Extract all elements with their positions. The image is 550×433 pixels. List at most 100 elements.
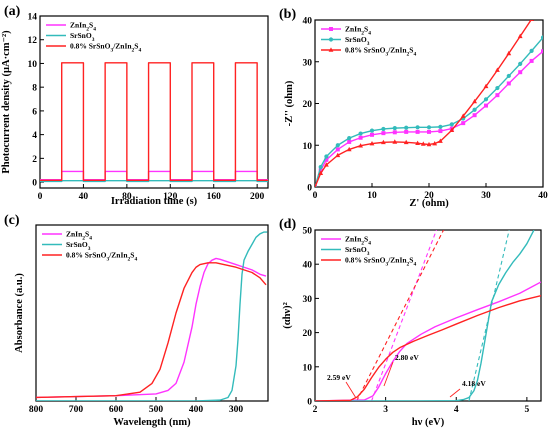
subscript: 4 xyxy=(413,52,416,58)
data-point xyxy=(403,139,409,145)
subscript: 3 xyxy=(385,52,388,58)
y-tick-label: 0 xyxy=(32,179,37,189)
label-part: S xyxy=(409,256,413,265)
label-part: S xyxy=(364,235,368,244)
x-tick-label: 20 xyxy=(424,191,434,201)
data-point xyxy=(432,140,438,146)
data-point xyxy=(315,184,317,187)
x-tick-label: 3 xyxy=(383,405,388,415)
subscript: 4 xyxy=(413,262,416,268)
data-point xyxy=(529,20,534,21)
data-point xyxy=(483,83,489,89)
plot-area xyxy=(40,62,268,183)
x-tick-label: 10 xyxy=(367,191,377,201)
subscript: 3 xyxy=(367,41,370,47)
data-point xyxy=(335,143,340,148)
label-part: SrSnO xyxy=(345,35,367,44)
label-part: /ZnIn xyxy=(108,251,128,260)
panel-b: (b) 0 10 20 30 40 0 10 20 30 40 Z' (ohm) -Z'' (ohm) Z… xyxy=(279,7,548,209)
x-tick-label: 800 xyxy=(29,405,44,415)
data-point xyxy=(495,85,500,91)
x-tick-label: 80 xyxy=(122,192,132,202)
data-point xyxy=(318,168,323,173)
series-line xyxy=(36,262,267,399)
data-point xyxy=(335,147,340,152)
series-line xyxy=(36,257,267,399)
plot-area xyxy=(315,230,541,401)
data-point xyxy=(370,132,374,137)
tangent-line xyxy=(370,230,437,401)
subscript: 4 xyxy=(89,236,92,242)
data-point xyxy=(392,139,398,144)
data-point xyxy=(427,129,431,134)
data-point xyxy=(318,170,324,176)
tangent-line xyxy=(356,230,445,401)
subscript: 4 xyxy=(93,27,96,33)
data-point xyxy=(449,127,455,133)
x-tick-label: 120 xyxy=(163,192,178,202)
annotation-arrow xyxy=(345,381,357,399)
series-line xyxy=(315,20,532,187)
x-tick-label: 0 xyxy=(38,192,43,202)
subscript: 2 xyxy=(407,262,410,268)
x-axis-label: Z' (ohm) xyxy=(409,198,449,209)
subscript: 4 xyxy=(368,31,371,37)
x-tick-label: 700 xyxy=(69,405,84,415)
data-point xyxy=(541,49,543,54)
x-tick-label: 400 xyxy=(189,405,204,415)
data-point xyxy=(404,125,409,130)
data-point xyxy=(358,143,363,148)
legend-label: SrSnO3 xyxy=(66,240,91,252)
data-point xyxy=(381,126,386,132)
label-part: 0.8% SrSnO xyxy=(70,42,111,51)
y-axis-label: -Z'' (ohm) xyxy=(284,80,295,126)
y-tick-label: 0 xyxy=(307,184,312,194)
data-point xyxy=(347,139,352,144)
data-point xyxy=(518,70,523,75)
label-part: S xyxy=(89,21,93,30)
subscript: 3 xyxy=(367,251,370,257)
data-point xyxy=(460,113,466,118)
y-tick-label: 2 xyxy=(32,155,37,165)
y-tick-label: 50 xyxy=(303,227,313,237)
subscript: 2 xyxy=(128,257,131,263)
data-point xyxy=(415,140,420,145)
series-line xyxy=(315,294,541,401)
x-tick-label: 500 xyxy=(149,405,164,415)
label-part: SrSnO xyxy=(345,245,367,254)
x-tick-label: 40 xyxy=(538,191,548,201)
legend-label: 0.8% SrSnO3/ZnIn2S4 xyxy=(66,251,137,263)
x-tick-label: 5 xyxy=(525,405,530,415)
subscript: 2 xyxy=(361,31,364,37)
x-tick-label: 2 xyxy=(313,405,318,415)
x-tick-label: 600 xyxy=(109,405,124,415)
y-tick-label: 20 xyxy=(303,100,313,110)
data-point xyxy=(483,97,489,102)
x-tick-label: 300 xyxy=(229,405,244,415)
legend-marker xyxy=(329,27,333,31)
x-tick-label: 4 xyxy=(454,405,459,415)
label-part: SrSnO xyxy=(66,240,88,249)
x-tick-label: 30 xyxy=(481,191,491,201)
panel-label: (c) xyxy=(4,213,20,228)
data-point xyxy=(404,129,409,134)
x-axis-label: Irradiation time (s) xyxy=(111,196,198,207)
legend-label: SrSnO3 xyxy=(70,31,95,43)
label-part: S xyxy=(134,42,138,51)
y-tick-label: 10 xyxy=(303,142,313,152)
data-point xyxy=(484,103,488,108)
data-point xyxy=(381,131,386,136)
y-tick-label: 8 xyxy=(32,84,37,94)
x-tick-label: 160 xyxy=(207,192,222,202)
y-axis-label: Absorbance (a.u.) xyxy=(14,273,25,353)
y-tick-label: 10 xyxy=(303,363,313,373)
data-point xyxy=(495,93,500,98)
series-line xyxy=(40,179,268,183)
y-tick-label: 14 xyxy=(28,13,38,23)
data-point xyxy=(324,154,329,159)
legend-label: ZnIn2S4 xyxy=(66,230,92,242)
series-line xyxy=(315,230,535,401)
annotation-arrow xyxy=(449,388,461,398)
data-point xyxy=(529,58,534,63)
y-tick-label: 0 xyxy=(307,398,312,408)
